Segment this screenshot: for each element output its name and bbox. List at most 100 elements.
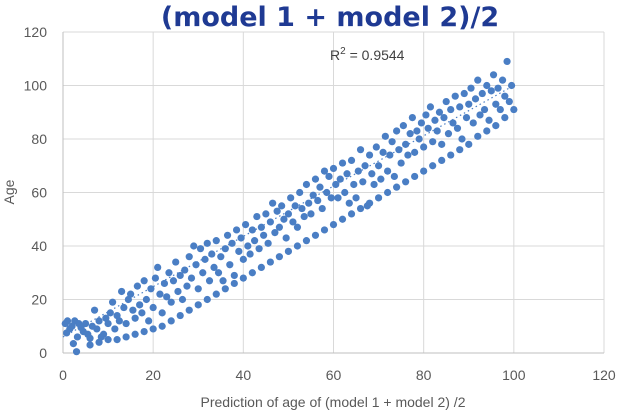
data-point bbox=[140, 277, 148, 285]
data-point bbox=[341, 188, 349, 197]
data-point bbox=[510, 105, 518, 114]
data-point bbox=[72, 348, 81, 356]
data-point bbox=[444, 130, 453, 138]
data-point bbox=[228, 239, 236, 247]
data-point bbox=[183, 282, 191, 290]
grid-lines bbox=[63, 31, 605, 353]
data-point bbox=[287, 194, 295, 202]
r-squared-annotation: R2 = 0.9544 bbox=[330, 46, 405, 63]
data-point bbox=[352, 194, 360, 202]
data-point bbox=[169, 277, 178, 285]
data-point bbox=[465, 100, 473, 108]
data-point bbox=[131, 314, 139, 322]
data-point bbox=[402, 178, 410, 186]
data-point bbox=[298, 204, 306, 213]
data-point bbox=[129, 306, 137, 314]
data-point bbox=[187, 274, 196, 282]
data-point bbox=[271, 229, 279, 237]
data-point bbox=[329, 164, 338, 173]
data-point bbox=[316, 183, 324, 191]
data-point bbox=[145, 317, 153, 325]
data-point bbox=[417, 119, 426, 127]
data-point bbox=[280, 215, 288, 223]
data-point bbox=[226, 261, 234, 269]
data-point bbox=[420, 167, 428, 175]
data-point bbox=[251, 237, 259, 245]
data-point bbox=[248, 269, 256, 277]
data-point bbox=[327, 194, 335, 202]
data-point bbox=[447, 105, 455, 114]
data-point bbox=[334, 194, 342, 202]
data-point bbox=[95, 317, 103, 325]
data-point bbox=[192, 261, 200, 269]
data-point bbox=[199, 269, 207, 277]
data-point bbox=[165, 269, 173, 277]
data-point bbox=[467, 84, 475, 92]
data-point bbox=[302, 180, 311, 189]
data-point bbox=[323, 188, 331, 197]
data-point bbox=[453, 124, 462, 132]
data-point bbox=[68, 322, 76, 330]
data-point bbox=[140, 328, 148, 336]
data-point bbox=[138, 309, 146, 317]
data-point bbox=[408, 114, 416, 122]
data-point bbox=[478, 89, 486, 98]
data-point bbox=[492, 100, 500, 108]
data-point bbox=[93, 325, 101, 333]
data-point bbox=[329, 221, 338, 229]
x-axis-title: Prediction of age of (model 1 + model 2)… bbox=[201, 394, 466, 410]
data-point bbox=[241, 221, 250, 229]
data-point bbox=[300, 212, 308, 221]
data-point bbox=[471, 95, 480, 103]
data-point bbox=[411, 172, 419, 181]
data-point bbox=[440, 114, 448, 122]
data-point bbox=[451, 92, 459, 100]
data-point bbox=[176, 311, 184, 320]
data-point bbox=[374, 162, 383, 170]
data-point bbox=[379, 148, 387, 156]
data-point bbox=[494, 84, 502, 92]
data-point bbox=[266, 258, 274, 266]
data-point bbox=[293, 242, 302, 250]
data-point bbox=[456, 146, 464, 154]
data-point bbox=[284, 210, 293, 218]
data-point bbox=[108, 298, 117, 306]
data-point bbox=[361, 162, 369, 170]
data-point bbox=[127, 290, 135, 298]
data-point bbox=[257, 263, 265, 271]
data-point bbox=[133, 282, 141, 290]
data-point bbox=[120, 303, 128, 312]
data-point bbox=[393, 183, 401, 191]
data-point bbox=[359, 178, 367, 186]
data-point bbox=[485, 116, 493, 124]
data-point bbox=[458, 135, 466, 143]
data-point bbox=[257, 223, 265, 231]
data-point bbox=[438, 156, 446, 164]
data-point bbox=[156, 290, 164, 298]
chart-title: (model 1 + model 2)/2 bbox=[161, 2, 499, 33]
data-point bbox=[73, 333, 82, 341]
data-point bbox=[260, 231, 268, 239]
y-tick-label: 0 bbox=[39, 345, 47, 361]
data-point bbox=[388, 138, 396, 146]
data-point bbox=[239, 255, 247, 263]
data-point bbox=[314, 196, 322, 205]
data-point bbox=[429, 162, 437, 170]
trendline-layer bbox=[62, 84, 515, 338]
data-point bbox=[262, 210, 270, 218]
data-point bbox=[185, 306, 193, 314]
data-point bbox=[223, 231, 232, 239]
data-point bbox=[244, 242, 252, 250]
data-point bbox=[456, 103, 464, 111]
data-point bbox=[210, 263, 218, 271]
data-point bbox=[320, 226, 329, 234]
data-point bbox=[122, 319, 130, 328]
tick-labels: 0 20 40 60 80 100 120 0 20 40 60 80 100 120 bbox=[24, 24, 616, 383]
data-point bbox=[214, 269, 223, 277]
data-point bbox=[221, 285, 229, 293]
data-point bbox=[63, 317, 72, 325]
data-point bbox=[483, 81, 491, 90]
data-point bbox=[239, 274, 247, 282]
data-point bbox=[255, 245, 263, 253]
data-point bbox=[318, 204, 326, 213]
